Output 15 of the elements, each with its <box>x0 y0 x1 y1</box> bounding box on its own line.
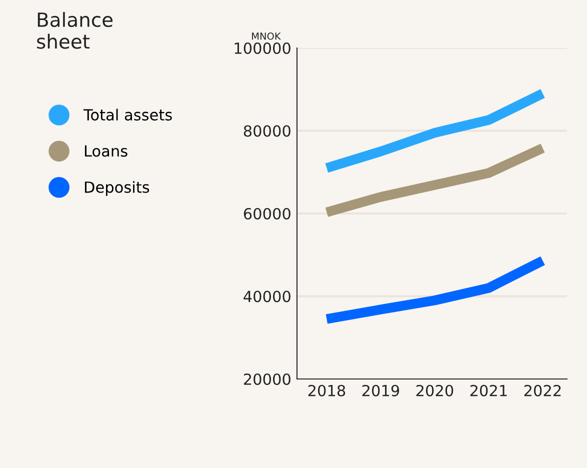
y-tick-label: 100000 <box>234 42 290 54</box>
legend-label: Loans <box>84 145 128 157</box>
x-tick-label: 2020 <box>416 384 454 396</box>
legend-label: Total assets <box>83 108 172 121</box>
y-tick-label: 80000 <box>244 125 290 137</box>
y-axis-title: MNOK <box>252 32 281 40</box>
legend-label: Deposits <box>84 181 150 196</box>
y-tick-label: 40000 <box>244 290 290 302</box>
x-tick-label: 2021 <box>470 384 507 396</box>
y-tick-label: 60000 <box>244 208 290 220</box>
x-tick-label: 2019 <box>362 384 400 396</box>
y-tick-label: 20000 <box>244 373 290 386</box>
x-tick-label: 2022 <box>524 384 561 396</box>
text: Balance sheet <box>37 12 113 49</box>
x-tick-label: 2018 <box>308 384 346 396</box>
